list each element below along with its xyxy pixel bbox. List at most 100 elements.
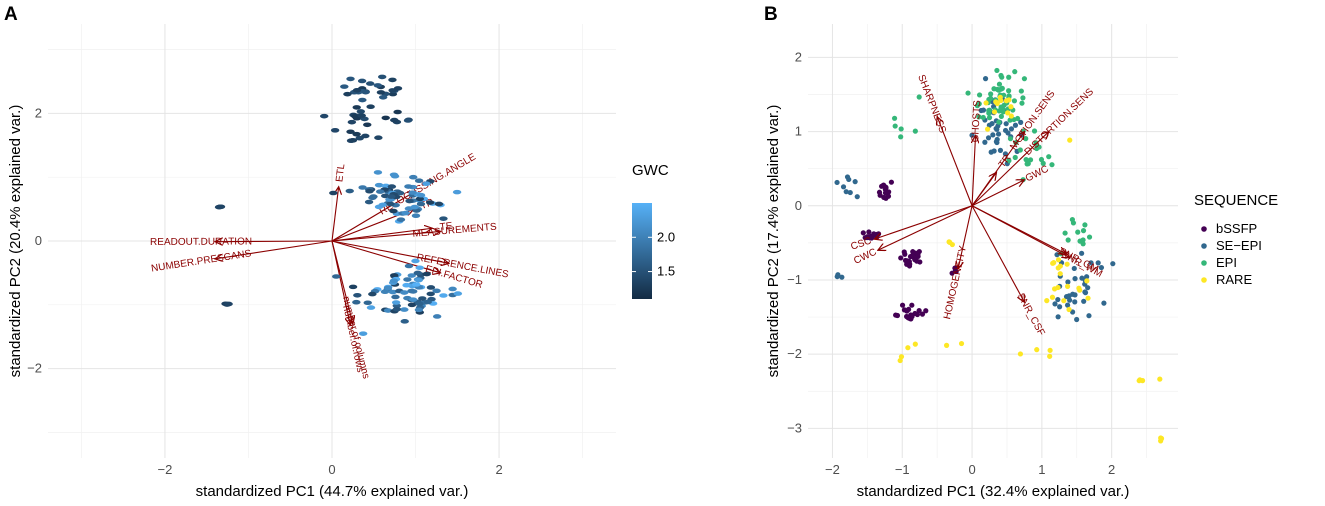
panel-a-data-point bbox=[414, 277, 423, 283]
panel-b-data-point bbox=[1158, 438, 1164, 444]
panel-b-data-point bbox=[995, 131, 1002, 137]
legend-label-seepi: SE−EPI bbox=[1216, 238, 1262, 253]
panel-b-data-point bbox=[1055, 314, 1061, 320]
panel-b-data-point bbox=[986, 115, 993, 121]
panel-a-loading-label: TE bbox=[439, 221, 453, 234]
panel-b-data-point bbox=[883, 184, 889, 190]
panel-b-loading-arrow bbox=[972, 135, 975, 206]
panel-b-data-point bbox=[1110, 261, 1116, 267]
panel-a-data-point bbox=[224, 301, 233, 307]
panel-b-data-point bbox=[1012, 122, 1019, 128]
panel-b-data-point bbox=[899, 302, 906, 308]
panel-b-data-point bbox=[1064, 261, 1070, 267]
panel-a-data-point bbox=[393, 109, 402, 115]
panel-b-data-point bbox=[996, 81, 1003, 87]
panel-b-data-point bbox=[997, 94, 1003, 100]
gwc-colorbar-label: 1.5 bbox=[657, 264, 675, 279]
panel-b-data-point bbox=[898, 354, 905, 360]
panel-b-data-point bbox=[985, 135, 992, 141]
panel-b-data-point bbox=[1157, 376, 1163, 382]
panel-a-data-point bbox=[390, 173, 400, 179]
panel-a-data-point bbox=[381, 115, 390, 121]
panel-b-data-point bbox=[1081, 298, 1087, 304]
panel-a-data-point bbox=[410, 204, 419, 210]
panel-b-data-point bbox=[1002, 127, 1009, 134]
panel-b-y-tick-label: 0 bbox=[795, 198, 802, 213]
panel-b-data-point bbox=[1006, 97, 1012, 103]
panel-b-data-point bbox=[881, 194, 887, 201]
panel-b-data-point bbox=[1023, 157, 1029, 163]
panel-b-data-point bbox=[852, 179, 858, 185]
panel-b-data-point bbox=[993, 139, 1000, 145]
panel-a-data-point bbox=[374, 135, 383, 141]
panel-a-data-point bbox=[425, 200, 435, 205]
panel-b-x-tick-label: −1 bbox=[895, 462, 910, 477]
panel-a-data-point bbox=[332, 274, 341, 279]
panel-a-x-tick-label: 0 bbox=[328, 462, 335, 477]
panel-b-data-point bbox=[901, 249, 907, 255]
panel-a-data-point bbox=[361, 133, 370, 139]
panel-b-data-point bbox=[906, 263, 913, 269]
panel-b-loading-arrow bbox=[958, 205, 973, 269]
panel-a-y-axis-title: standardized PC2 (20.4% explained var.) bbox=[7, 105, 24, 378]
panel-b-loading-arrow bbox=[971, 132, 1049, 207]
panel-b-data-point bbox=[1066, 306, 1072, 313]
panel-b-data-point bbox=[834, 179, 840, 186]
panel-b-data-point bbox=[1018, 88, 1024, 94]
panel-b-data-point bbox=[860, 230, 866, 236]
panel-b-background bbox=[808, 24, 1178, 458]
panel-a-data-point bbox=[411, 213, 421, 218]
panel-a-loading-arrow bbox=[331, 187, 339, 242]
gwc-colorbar bbox=[632, 203, 652, 299]
panel-b-data-point bbox=[1007, 136, 1014, 142]
panel-a-data-point bbox=[426, 285, 436, 290]
panel-a-data-point bbox=[400, 319, 409, 324]
panel-b-data-point bbox=[982, 76, 989, 82]
panel-b-y-tick-label: 2 bbox=[795, 49, 802, 64]
panel-b-data-point bbox=[1038, 156, 1045, 163]
panel-b-data-point bbox=[1062, 230, 1068, 236]
panel-b-data-point bbox=[1098, 264, 1105, 271]
panel-b-data-point bbox=[1080, 228, 1087, 234]
panel-a-data-point bbox=[363, 122, 372, 128]
panel-b-data-point bbox=[839, 274, 845, 280]
panel-a-data-point bbox=[416, 201, 426, 207]
panel-a-data-point bbox=[373, 170, 383, 175]
panel-a-data-point bbox=[407, 302, 417, 308]
panel-b-data-point bbox=[843, 189, 849, 195]
panel-a-data-point bbox=[383, 285, 393, 291]
panel-a-x-tick-label: 2 bbox=[495, 462, 502, 477]
panel-b-loading-label: GHOSTS bbox=[970, 100, 983, 143]
panel-a-data-point bbox=[330, 128, 340, 133]
panel-b-data-point bbox=[1006, 158, 1012, 164]
panel-a-data-point bbox=[403, 277, 412, 282]
panel-b-data-point bbox=[847, 189, 853, 196]
panel-b-data-point bbox=[1082, 222, 1088, 228]
panel-a-data-point bbox=[374, 182, 384, 188]
panel-a-loading-arrow bbox=[331, 231, 441, 242]
panel-a-data-point bbox=[439, 216, 448, 221]
panel-a-data-point bbox=[346, 76, 355, 82]
panel-b-data-point bbox=[1008, 113, 1014, 119]
panel-a-data-point bbox=[403, 118, 413, 123]
panel-a-data-point bbox=[448, 286, 457, 292]
panel-a-data-point bbox=[407, 288, 416, 294]
panel-a-data-point bbox=[329, 190, 338, 196]
panel-b-data-point bbox=[888, 179, 895, 185]
panel-b-data-point bbox=[1085, 285, 1091, 291]
panel-a-data-point bbox=[392, 306, 402, 312]
panel-a-data-point bbox=[411, 258, 420, 264]
panel-b-x-tick-label: 2 bbox=[1108, 462, 1115, 477]
panel-b-data-point bbox=[1061, 298, 1067, 304]
panel-a-loading-arrow bbox=[331, 240, 350, 325]
panel-a-data-point bbox=[415, 301, 424, 307]
panel-b-data-point bbox=[1072, 299, 1078, 305]
panel-b-x-tick-label: −2 bbox=[825, 462, 840, 477]
panel-b-data-point bbox=[1075, 229, 1081, 235]
panel-b-loading-arrow bbox=[971, 172, 996, 207]
panel-b-loading-arrow bbox=[937, 117, 973, 206]
panel-b-data-point bbox=[912, 128, 918, 134]
panel-a-data-point bbox=[432, 288, 441, 294]
panel-a-ticks: −2 0 2 −2 0 2 bbox=[27, 105, 503, 477]
